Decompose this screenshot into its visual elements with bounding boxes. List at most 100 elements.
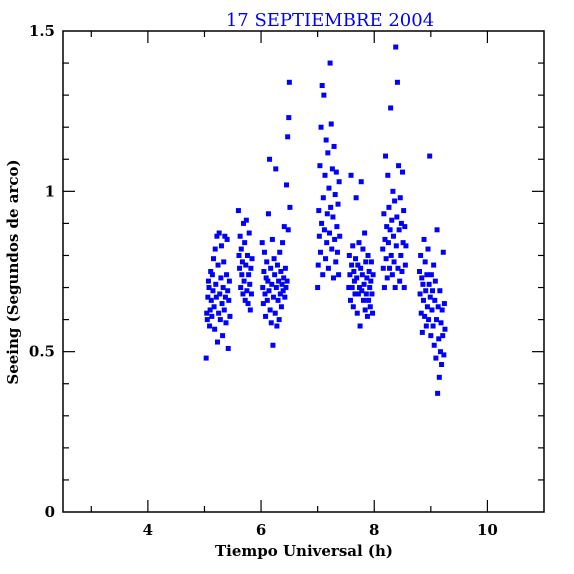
data-point: [235, 208, 241, 214]
data-point: [432, 278, 438, 284]
data-point: [316, 208, 322, 214]
x-tick-label: 4: [143, 521, 153, 539]
data-point: [330, 275, 336, 281]
data-point: [285, 134, 291, 140]
data-point: [398, 220, 404, 226]
data-point: [357, 285, 363, 291]
data-point: [286, 115, 292, 121]
data-point: [439, 307, 445, 313]
data-point: [329, 166, 335, 172]
data-point: [324, 211, 330, 217]
data-point: [217, 317, 223, 323]
data-point: [384, 224, 390, 230]
data-point: [346, 285, 352, 291]
data-point: [213, 294, 219, 300]
data-point: [209, 313, 215, 319]
data-point: [278, 304, 284, 310]
data-point: [427, 153, 433, 159]
data-point: [266, 288, 272, 294]
data-point: [317, 249, 323, 255]
x-tick-label: 8: [369, 521, 379, 539]
data-point: [220, 333, 226, 339]
data-point: [366, 269, 372, 274]
data-point: [268, 265, 274, 271]
data-point: [418, 310, 424, 316]
data-point: [204, 310, 210, 316]
data-point: [422, 313, 428, 319]
data-point: [327, 230, 333, 236]
data-point: [438, 320, 444, 326]
data-point: [397, 195, 403, 201]
data-point: [213, 281, 219, 287]
data-point: [402, 262, 408, 268]
y-tick-label: 1.5: [29, 22, 55, 40]
data-point: [436, 336, 442, 342]
data-point: [245, 301, 251, 307]
data-point: [315, 262, 321, 268]
data-point: [351, 269, 357, 274]
data-point: [421, 236, 427, 242]
data-point: [207, 307, 213, 313]
data-point: [385, 172, 391, 178]
data-point: [240, 291, 246, 297]
data-point: [366, 297, 372, 303]
data-point: [277, 249, 283, 255]
data-point: [389, 217, 395, 223]
data-point: [320, 272, 326, 278]
data-point: [246, 272, 252, 278]
data-point: [268, 320, 274, 326]
data-point: [221, 307, 227, 313]
data-point: [437, 288, 443, 294]
data-point: [364, 313, 370, 319]
data-point: [272, 310, 278, 316]
data-point: [247, 281, 253, 287]
data-point: [220, 285, 226, 291]
data-point: [263, 313, 269, 319]
data-point: [239, 259, 245, 265]
data-point: [284, 182, 290, 188]
data-point: [244, 252, 250, 258]
data-point: [400, 169, 406, 175]
data-point: [424, 304, 430, 310]
data-point: [429, 307, 435, 313]
data-point: [347, 297, 353, 303]
data-point: [320, 195, 326, 201]
data-point: [367, 304, 373, 310]
data-point: [241, 278, 247, 284]
data-point: [249, 256, 255, 262]
data-point: [394, 214, 400, 220]
data-point: [263, 275, 269, 281]
data-point: [370, 272, 376, 278]
data-point: [426, 317, 432, 323]
data-point: [323, 137, 329, 143]
data-point: [214, 339, 220, 345]
data-point: [317, 163, 323, 169]
data-point: [319, 83, 325, 89]
data-point: [325, 150, 331, 156]
data-point: [403, 243, 409, 249]
data-point: [210, 288, 216, 294]
data-point: [353, 256, 359, 262]
data-point: [437, 349, 443, 355]
data-point: [351, 278, 357, 284]
data-point: [280, 288, 286, 294]
data-point: [319, 220, 325, 226]
data-point: [381, 211, 387, 217]
data-point: [323, 256, 329, 262]
data-point: [394, 79, 400, 85]
data-point: [431, 262, 437, 268]
data-point: [212, 326, 218, 332]
data-point: [321, 92, 327, 98]
data-point: [357, 323, 363, 329]
data-point: [433, 355, 439, 361]
data-point: [435, 390, 441, 396]
data-point: [214, 233, 220, 239]
data-point: [430, 323, 436, 329]
data-point: [333, 169, 339, 175]
data-point: [381, 285, 387, 291]
data-point: [265, 211, 271, 217]
data-point: [362, 230, 368, 236]
data-point: [264, 297, 270, 303]
data-point: [419, 329, 425, 335]
x-tick-label: 10: [477, 521, 498, 539]
